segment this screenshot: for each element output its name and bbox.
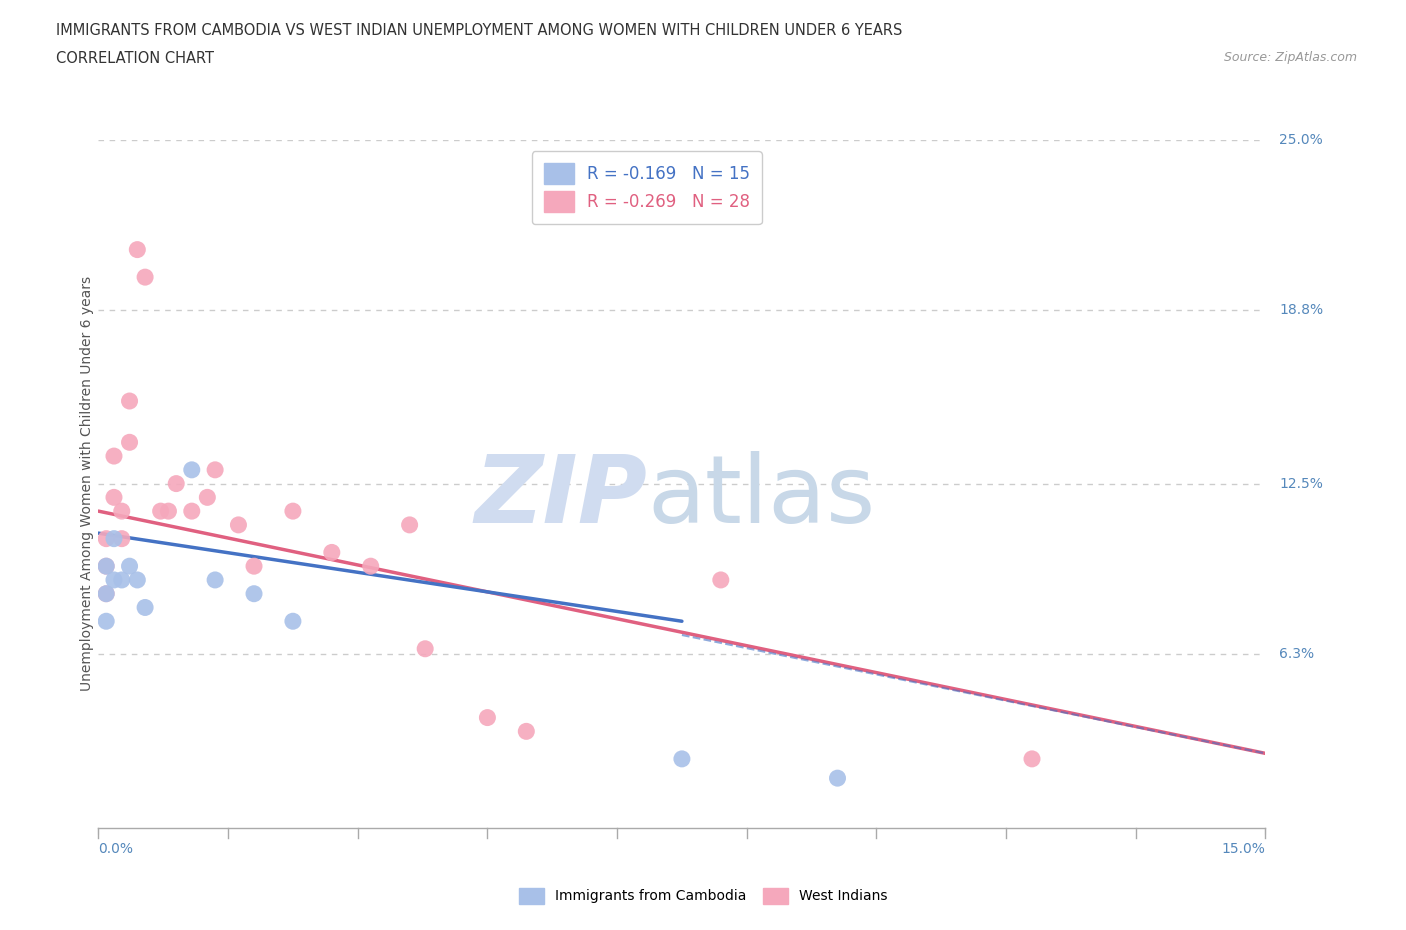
- Point: [96, 559, 118, 574]
- Point: [204, 462, 226, 477]
- Text: 18.8%: 18.8%: [1279, 303, 1323, 317]
- Point: [96, 586, 118, 601]
- Point: [96, 614, 118, 629]
- Point: [157, 504, 180, 519]
- Point: [360, 559, 382, 574]
- Point: [827, 771, 849, 786]
- Point: [281, 504, 304, 519]
- Point: [111, 573, 134, 588]
- Point: [228, 517, 250, 532]
- Point: [671, 751, 693, 766]
- Point: [1021, 751, 1043, 766]
- Point: [398, 517, 420, 532]
- Point: [149, 504, 172, 519]
- Point: [103, 490, 125, 505]
- Point: [118, 435, 141, 450]
- Text: Source: ZipAtlas.com: Source: ZipAtlas.com: [1223, 51, 1357, 64]
- Point: [477, 711, 499, 725]
- Legend: R = -0.169   N = 15, R = -0.269   N = 28: R = -0.169 N = 15, R = -0.269 N = 28: [531, 152, 762, 224]
- Text: CORRELATION CHART: CORRELATION CHART: [56, 51, 214, 66]
- Point: [243, 586, 266, 601]
- Point: [204, 573, 226, 588]
- Point: [118, 559, 141, 574]
- Point: [118, 393, 141, 408]
- Text: 0.0%: 0.0%: [98, 842, 134, 856]
- Point: [180, 462, 202, 477]
- Text: IMMIGRANTS FROM CAMBODIA VS WEST INDIAN UNEMPLOYMENT AMONG WOMEN WITH CHILDREN U: IMMIGRANTS FROM CAMBODIA VS WEST INDIAN …: [56, 23, 903, 38]
- Text: 6.3%: 6.3%: [1279, 647, 1315, 661]
- Point: [195, 490, 218, 505]
- Point: [127, 242, 149, 257]
- Point: [103, 448, 125, 463]
- Text: ZIP: ZIP: [474, 451, 647, 543]
- Point: [413, 642, 436, 657]
- Text: 25.0%: 25.0%: [1279, 132, 1323, 147]
- Point: [103, 531, 125, 546]
- Point: [243, 559, 266, 574]
- Point: [134, 600, 156, 615]
- Point: [111, 531, 134, 546]
- Point: [710, 573, 733, 588]
- Text: 12.5%: 12.5%: [1279, 476, 1323, 491]
- Point: [180, 504, 202, 519]
- Text: 15.0%: 15.0%: [1222, 842, 1265, 856]
- Point: [134, 270, 156, 285]
- Point: [281, 614, 304, 629]
- Point: [96, 531, 118, 546]
- Text: atlas: atlas: [647, 451, 875, 543]
- Point: [96, 559, 118, 574]
- Point: [515, 724, 537, 738]
- Y-axis label: Unemployment Among Women with Children Under 6 years: Unemployment Among Women with Children U…: [80, 276, 94, 691]
- Point: [165, 476, 187, 491]
- Point: [321, 545, 343, 560]
- Point: [127, 573, 149, 588]
- Point: [103, 573, 125, 588]
- Legend: Immigrants from Cambodia, West Indians: Immigrants from Cambodia, West Indians: [513, 882, 893, 910]
- Point: [111, 504, 134, 519]
- Point: [96, 586, 118, 601]
